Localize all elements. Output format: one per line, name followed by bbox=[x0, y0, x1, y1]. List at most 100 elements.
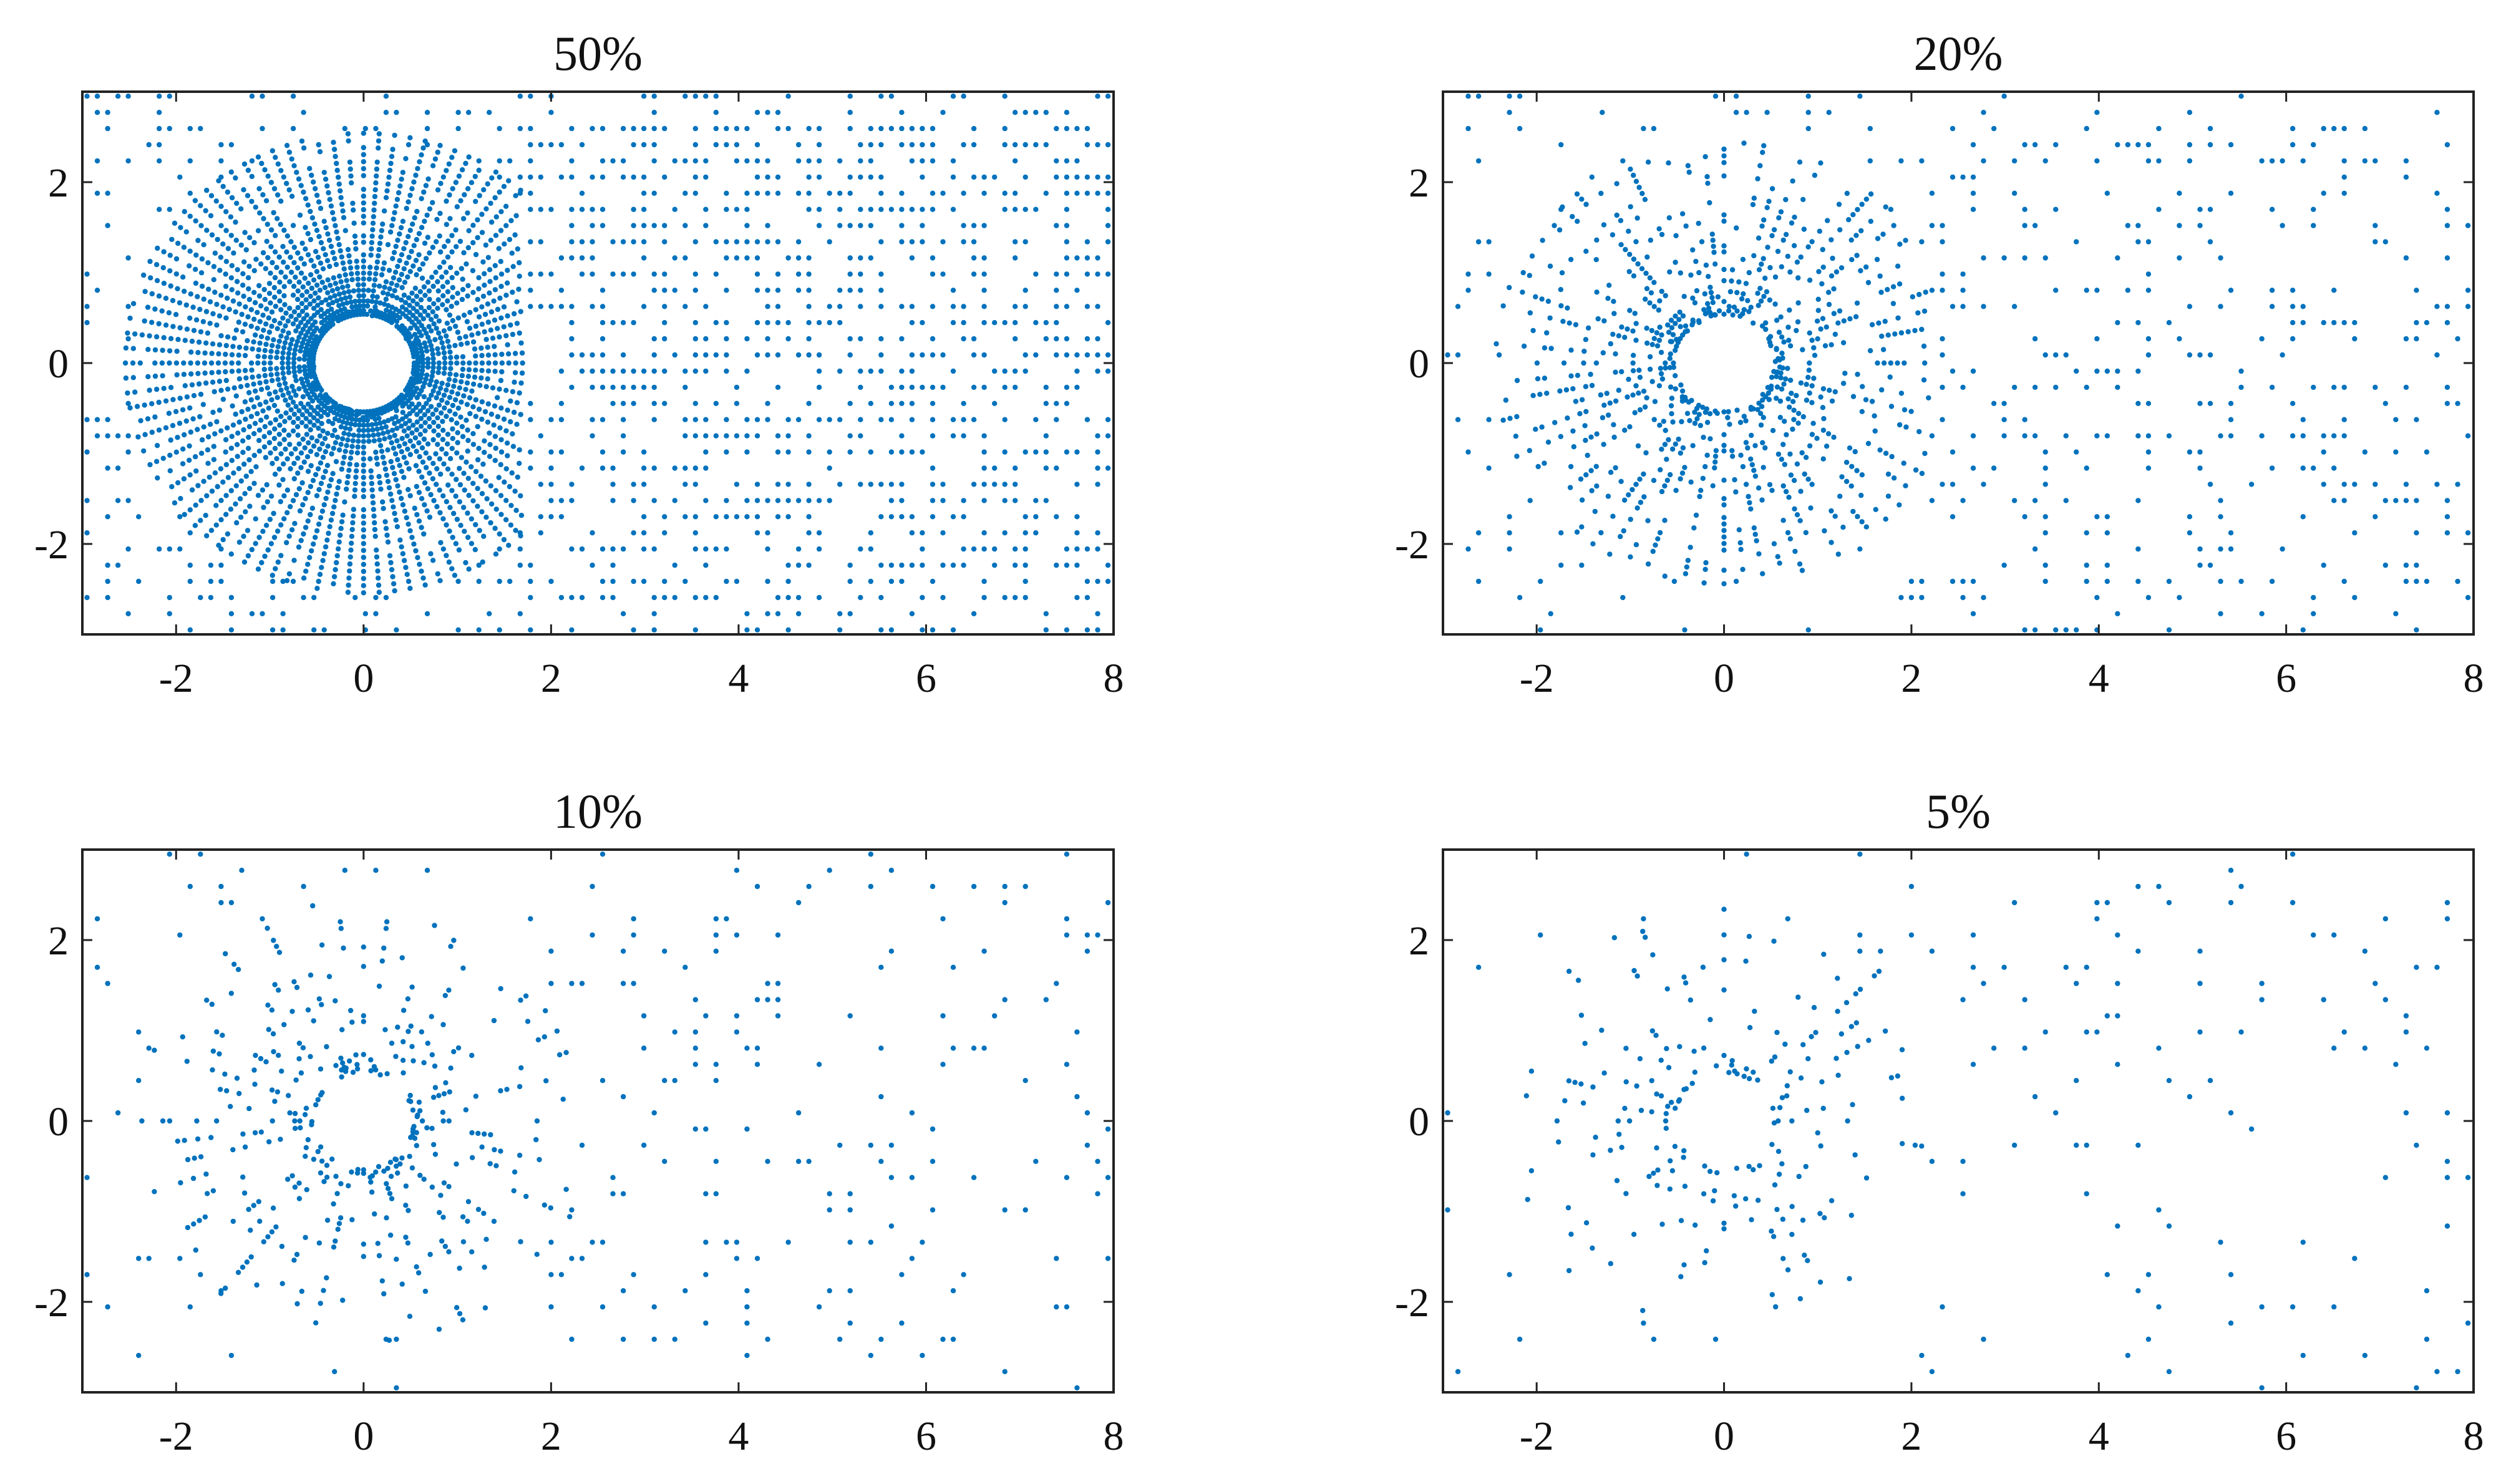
data-point bbox=[318, 1301, 323, 1306]
data-point bbox=[422, 218, 427, 224]
data-point bbox=[447, 192, 452, 198]
data-point bbox=[352, 233, 358, 239]
data-point bbox=[258, 387, 265, 392]
data-point bbox=[590, 530, 595, 536]
data-point bbox=[2259, 336, 2265, 342]
data-point bbox=[1919, 470, 1925, 477]
data-point bbox=[437, 487, 442, 493]
data-point bbox=[2115, 368, 2120, 374]
data-point bbox=[878, 352, 884, 358]
data-point bbox=[347, 265, 354, 271]
data-point bbox=[2022, 417, 2028, 422]
data-point bbox=[393, 405, 399, 411]
data-point bbox=[590, 271, 595, 277]
data-point bbox=[384, 1071, 390, 1077]
data-point bbox=[455, 125, 461, 132]
data-point bbox=[308, 972, 314, 978]
data-point bbox=[1872, 413, 1877, 419]
data-point bbox=[1667, 365, 1673, 371]
data-point bbox=[268, 354, 273, 360]
data-point bbox=[250, 346, 255, 352]
data-point bbox=[1875, 360, 1880, 366]
data-point bbox=[1095, 255, 1100, 261]
data-point bbox=[2135, 368, 2141, 374]
data-point bbox=[744, 498, 750, 503]
data-point bbox=[1630, 368, 1636, 374]
data-point bbox=[1563, 387, 1570, 393]
data-point bbox=[459, 424, 465, 430]
data-point bbox=[1809, 239, 1815, 245]
data-point bbox=[311, 179, 316, 185]
data-point bbox=[1867, 158, 1873, 164]
data-point bbox=[290, 399, 296, 405]
data-point bbox=[271, 938, 276, 943]
data-point bbox=[1741, 140, 1747, 146]
data-point bbox=[1721, 160, 1727, 165]
data-point bbox=[152, 306, 158, 312]
data-point bbox=[189, 382, 195, 388]
data-point bbox=[1721, 432, 1727, 437]
data-point bbox=[579, 255, 585, 261]
data-point bbox=[754, 271, 760, 277]
data-point bbox=[528, 562, 533, 568]
data-point bbox=[400, 218, 406, 224]
data-point bbox=[1652, 399, 1658, 404]
data-point bbox=[407, 303, 412, 308]
data-point bbox=[847, 400, 853, 406]
data-point bbox=[207, 422, 213, 427]
data-point bbox=[961, 433, 966, 439]
data-point bbox=[187, 405, 193, 411]
data-point bbox=[175, 240, 181, 246]
data-point bbox=[195, 1136, 201, 1142]
data-point bbox=[336, 539, 342, 545]
data-point bbox=[1540, 238, 1545, 243]
data-point bbox=[517, 390, 522, 396]
data-point bbox=[2238, 578, 2244, 584]
data-point bbox=[488, 200, 493, 206]
data-point bbox=[785, 255, 791, 261]
data-point bbox=[475, 296, 480, 303]
data-point bbox=[423, 450, 429, 456]
data-point bbox=[205, 447, 211, 453]
data-point bbox=[1668, 403, 1674, 409]
data-point bbox=[1659, 332, 1664, 338]
data-point bbox=[713, 514, 719, 520]
data-point bbox=[1064, 158, 1070, 164]
data-point bbox=[187, 190, 193, 196]
data-point bbox=[317, 274, 323, 280]
data-point bbox=[517, 190, 523, 196]
data-point bbox=[298, 344, 304, 350]
data-point bbox=[827, 320, 832, 326]
data-point bbox=[2084, 125, 2089, 132]
data-point bbox=[260, 94, 265, 99]
data-point bbox=[446, 987, 452, 993]
data-point bbox=[225, 475, 231, 480]
data-point bbox=[393, 243, 399, 250]
data-point bbox=[692, 417, 699, 422]
data-point bbox=[273, 417, 279, 423]
data-point bbox=[1013, 206, 1018, 212]
data-point bbox=[347, 1007, 354, 1014]
data-point bbox=[334, 167, 340, 173]
data-point bbox=[191, 1221, 197, 1227]
data-point bbox=[410, 1107, 416, 1113]
data-point bbox=[385, 429, 391, 435]
data-point bbox=[348, 173, 354, 179]
data-point bbox=[380, 266, 386, 272]
data-point bbox=[329, 432, 336, 439]
data-point bbox=[413, 316, 419, 321]
data-point bbox=[354, 264, 360, 270]
data-point bbox=[1950, 514, 1956, 520]
data-point bbox=[447, 216, 453, 221]
data-point bbox=[1570, 428, 1576, 434]
data-point bbox=[203, 340, 209, 346]
data-point bbox=[930, 384, 936, 390]
data-point bbox=[296, 386, 302, 392]
data-point bbox=[168, 385, 174, 390]
data-point bbox=[476, 627, 482, 633]
data-point bbox=[444, 400, 450, 405]
data-point bbox=[436, 360, 442, 366]
data-point bbox=[512, 370, 518, 376]
data-point bbox=[517, 611, 523, 616]
data-point bbox=[311, 422, 317, 428]
